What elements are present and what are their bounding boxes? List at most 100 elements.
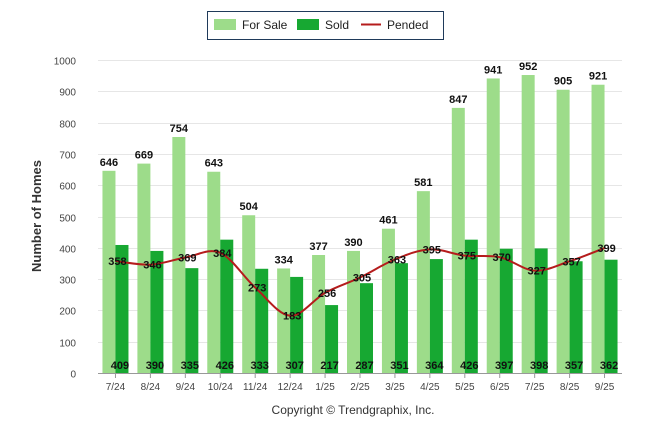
bar-for-sale bbox=[451, 107, 465, 373]
x-tick-label: 4/25 bbox=[420, 382, 440, 393]
label-sold: 287 bbox=[355, 360, 373, 372]
label-sold: 335 bbox=[181, 360, 199, 372]
bar-sold bbox=[394, 263, 408, 373]
label-pended: 256 bbox=[318, 288, 336, 300]
y-tick-label: 0 bbox=[70, 370, 76, 381]
label-for-sale: 581 bbox=[414, 177, 432, 189]
bar-for-sale bbox=[416, 191, 430, 373]
label-for-sale: 669 bbox=[135, 150, 153, 162]
label-for-sale: 390 bbox=[344, 237, 362, 249]
bar-for-sale bbox=[242, 215, 256, 373]
bar-sold bbox=[464, 239, 478, 373]
label-sold: 397 bbox=[495, 360, 513, 372]
label-sold: 390 bbox=[146, 360, 164, 372]
label-sold: 426 bbox=[216, 360, 234, 372]
bar-for-sale bbox=[486, 78, 500, 373]
y-tick-label: 1000 bbox=[54, 57, 77, 68]
x-tick-label: 7/25 bbox=[525, 382, 545, 393]
label-sold: 351 bbox=[390, 360, 408, 372]
bar-sold bbox=[325, 305, 339, 373]
x-tick-label: 9/25 bbox=[595, 382, 615, 393]
x-tick-label: 11/24 bbox=[243, 382, 268, 393]
legend-label-for-sale: For Sale bbox=[242, 18, 288, 32]
bar-for-sale bbox=[277, 268, 291, 373]
pended-line-layer bbox=[115, 247, 605, 317]
label-pended: 273 bbox=[248, 283, 266, 295]
x-tick-label: 3/25 bbox=[385, 382, 405, 393]
legend-box bbox=[207, 11, 444, 40]
label-pended: 375 bbox=[458, 251, 476, 263]
bar-sold bbox=[220, 239, 234, 373]
bar-for-sale bbox=[381, 228, 395, 373]
bars bbox=[102, 75, 618, 374]
label-for-sale: 334 bbox=[274, 254, 293, 266]
data-labels: 646 409 358 669 390 346 754 335 369 643 426 384 504 3… bbox=[100, 61, 618, 372]
label-pended: 183 bbox=[283, 311, 301, 323]
x-tick-label: 10/24 bbox=[208, 382, 233, 393]
label-for-sale: 461 bbox=[379, 215, 397, 227]
x-tick-label: 8/25 bbox=[560, 382, 580, 393]
label-pended: 358 bbox=[108, 256, 126, 268]
bar-for-sale bbox=[347, 250, 360, 373]
bar-sold bbox=[115, 244, 129, 373]
bar-sold bbox=[429, 259, 443, 373]
y-tick-label: 700 bbox=[59, 151, 76, 162]
chart-legend: For Sale Sold Pended bbox=[207, 11, 444, 40]
x-tick-label: 9/24 bbox=[176, 382, 196, 393]
label-for-sale: 941 bbox=[484, 64, 502, 76]
bar-for-sale bbox=[312, 254, 326, 373]
y-axis-title: Number of Homes bbox=[29, 160, 44, 272]
label-pended: 363 bbox=[388, 254, 406, 266]
x-axis-ticks: 7/24 8/24 9/24 10/24 11/24 12/24 1/25 2/25 3/25 4… bbox=[106, 373, 615, 393]
y-tick-label: 500 bbox=[59, 214, 76, 225]
bar-sold bbox=[150, 250, 164, 373]
label-for-sale: 847 bbox=[449, 94, 467, 106]
x-tick-label: 2/25 bbox=[350, 382, 370, 393]
label-sold: 409 bbox=[111, 360, 129, 372]
legend-label-pended: Pended bbox=[387, 18, 428, 32]
label-for-sale: 377 bbox=[309, 241, 327, 253]
y-tick-label: 100 bbox=[59, 339, 76, 350]
y-tick-label: 900 bbox=[59, 88, 76, 99]
label-pended: 327 bbox=[527, 266, 545, 278]
y-tick-label: 400 bbox=[59, 245, 76, 256]
x-tick-label: 7/24 bbox=[106, 382, 126, 393]
label-for-sale: 754 bbox=[170, 123, 189, 135]
y-axis-ticks: 0 100 200 300 400 500 600 700 800 900 1000 bbox=[54, 57, 77, 381]
label-pended: 384 bbox=[213, 248, 232, 260]
x-tick-label: 1/25 bbox=[315, 382, 335, 393]
bar-sold bbox=[185, 268, 199, 373]
y-tick-label: 600 bbox=[59, 182, 76, 193]
label-pended: 305 bbox=[353, 273, 371, 285]
bar-for-sale bbox=[207, 171, 221, 373]
label-sold: 307 bbox=[285, 360, 303, 372]
label-for-sale: 646 bbox=[100, 157, 118, 169]
label-pended: 395 bbox=[423, 244, 441, 256]
bar-sold bbox=[604, 259, 618, 373]
label-pended: 369 bbox=[178, 253, 196, 265]
legend-swatch-sold bbox=[297, 19, 319, 30]
label-pended: 370 bbox=[493, 252, 511, 264]
bar-sold bbox=[569, 261, 583, 373]
bar-for-sale bbox=[591, 84, 605, 374]
bar-sold bbox=[255, 268, 269, 373]
label-sold: 357 bbox=[565, 360, 583, 372]
label-pended: 346 bbox=[143, 260, 161, 272]
label-pended: 357 bbox=[562, 256, 580, 268]
y-tick-label: 800 bbox=[59, 120, 76, 131]
bar-for-sale bbox=[521, 75, 535, 374]
label-sold: 398 bbox=[530, 360, 548, 372]
copyright-footer: Copyright © Trendgraphix, Inc. bbox=[272, 403, 435, 417]
label-sold: 364 bbox=[425, 360, 444, 372]
label-for-sale: 952 bbox=[519, 61, 537, 73]
label-for-sale: 643 bbox=[205, 158, 223, 170]
x-tick-label: 6/25 bbox=[490, 382, 510, 393]
x-tick-label: 12/24 bbox=[278, 382, 303, 393]
label-sold: 333 bbox=[251, 360, 269, 372]
legend-label-sold: Sold bbox=[325, 18, 349, 32]
bar-sold bbox=[290, 276, 304, 373]
bar-for-sale bbox=[172, 136, 186, 373]
bar-for-sale bbox=[556, 89, 570, 374]
label-for-sale: 905 bbox=[554, 76, 572, 88]
